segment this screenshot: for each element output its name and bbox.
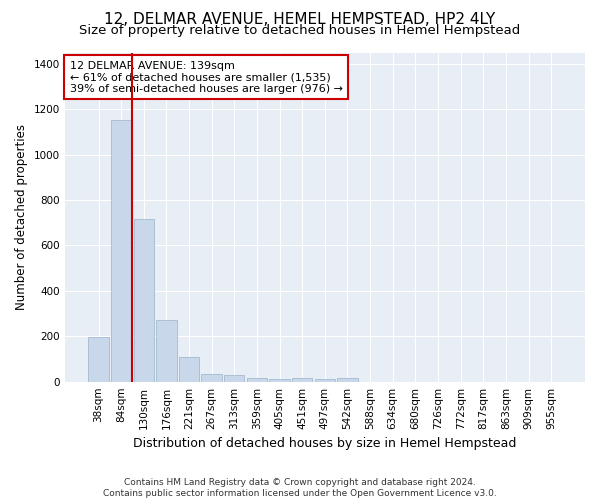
Bar: [314, 379, 335, 382]
X-axis label: Distribution of detached houses by size in Hemel Hempstead: Distribution of detached houses by size …: [133, 437, 517, 450]
Bar: [337, 378, 358, 382]
Text: 12 DELMAR AVENUE: 139sqm
← 61% of detached houses are smaller (1,535)
39% of sem: 12 DELMAR AVENUE: 139sqm ← 61% of detach…: [70, 60, 343, 94]
Text: Size of property relative to detached houses in Hemel Hempstead: Size of property relative to detached ho…: [79, 24, 521, 37]
Bar: [179, 357, 199, 382]
Bar: [269, 379, 290, 382]
Bar: [156, 320, 176, 382]
Bar: [292, 378, 313, 382]
Bar: [224, 376, 244, 382]
Bar: [247, 378, 267, 382]
Bar: [134, 219, 154, 382]
Bar: [88, 337, 109, 382]
Bar: [202, 374, 222, 382]
Bar: [111, 120, 131, 382]
Text: 12, DELMAR AVENUE, HEMEL HEMPSTEAD, HP2 4LY: 12, DELMAR AVENUE, HEMEL HEMPSTEAD, HP2 …: [104, 12, 496, 28]
Text: Contains HM Land Registry data © Crown copyright and database right 2024.
Contai: Contains HM Land Registry data © Crown c…: [103, 478, 497, 498]
Y-axis label: Number of detached properties: Number of detached properties: [15, 124, 28, 310]
